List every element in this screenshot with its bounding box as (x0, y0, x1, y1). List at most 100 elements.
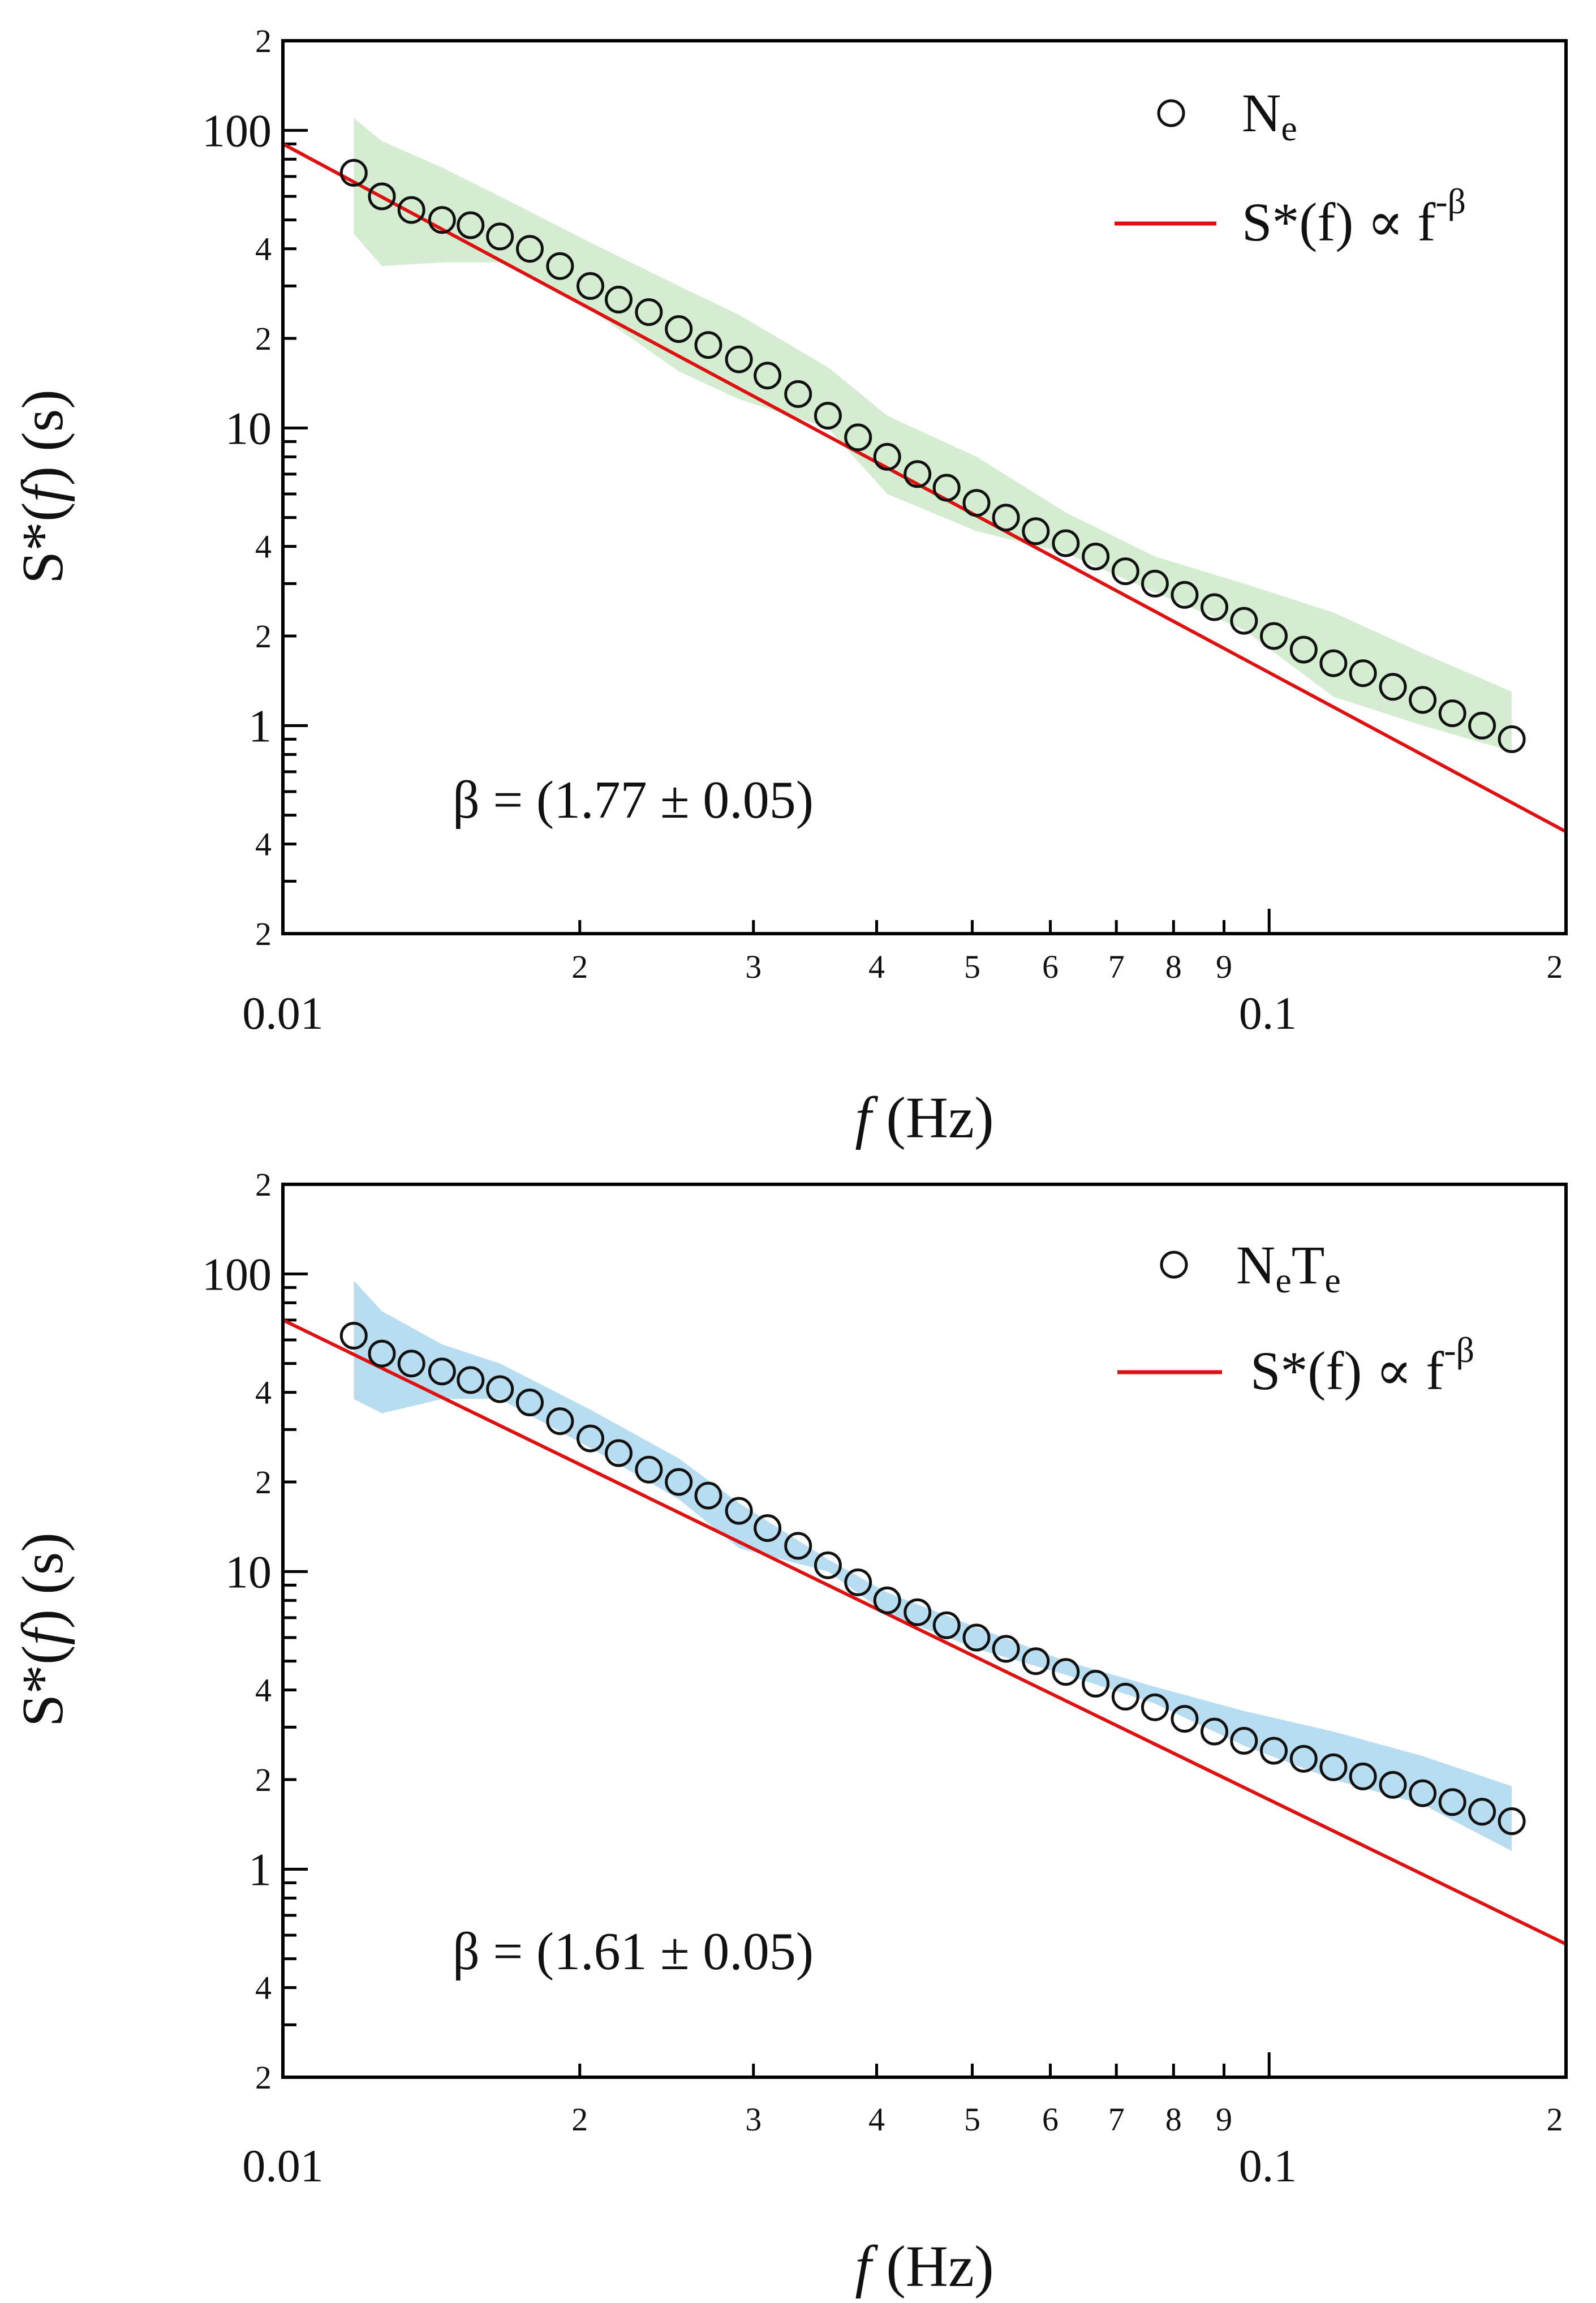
fit-line (282, 1318, 1567, 1946)
plot-frame (281, 1183, 1568, 2079)
data-point (694, 1481, 722, 1510)
data-point (1379, 1771, 1407, 1799)
data-point (516, 1389, 544, 1416)
x-axis-title: f (Hz) (855, 2234, 993, 2299)
data-point (1111, 1682, 1139, 1711)
data-point (486, 1375, 514, 1403)
data-point (1260, 1737, 1288, 1765)
data-point (844, 423, 872, 452)
data-point (457, 211, 485, 239)
x-minor-label: 3 (745, 2101, 762, 2138)
data-point (932, 1611, 961, 1639)
data-point (1498, 725, 1526, 753)
x-minor-label: 7 (1108, 948, 1125, 985)
y-minor-label: 4 (255, 1672, 272, 1709)
data-point (962, 489, 991, 517)
data-point (1171, 1705, 1199, 1733)
x-minor-label: 3 (745, 948, 762, 985)
data-point (694, 331, 722, 359)
x-minor-label: 7 (1108, 2101, 1125, 2138)
data-point (1498, 1807, 1526, 1835)
x-minor-label: 4 (868, 2101, 885, 2138)
data-point (754, 1514, 782, 1542)
x-minor-label: 9 (1216, 2101, 1232, 2138)
data-point (1319, 1753, 1348, 1781)
legend-marker (1160, 1251, 1188, 1279)
data-point (605, 1439, 633, 1467)
data-point (1082, 1670, 1110, 1698)
data-point (873, 442, 901, 471)
x-minor-label: 8 (1165, 948, 1182, 985)
axis-ticks (281, 1183, 1568, 2079)
data-point (754, 362, 782, 390)
x-axis-title: f (Hz) (855, 1085, 993, 1150)
beta-annotation: β = (1.77 ± 0.05) (453, 771, 814, 830)
data-point (932, 474, 961, 502)
x-tick-label-0.01: 0.01 (242, 987, 324, 1039)
data-point (904, 460, 932, 488)
data-point (1052, 1658, 1080, 1686)
legend-label-data: NeTe (1236, 1235, 1341, 1300)
data-point (635, 298, 663, 326)
data-point (1289, 1745, 1318, 1773)
y-axis-title: S*(f) (s) (10, 1532, 75, 1727)
data-point (844, 1568, 872, 1596)
data-point (1468, 1798, 1496, 1826)
y-axis-title: S*(f) (s) (10, 389, 75, 584)
x-minor-label: 4 (868, 948, 885, 985)
confidence-band (354, 1281, 1512, 1851)
data-point (368, 1339, 396, 1368)
data-point (1349, 659, 1377, 688)
x-minor-label: 6 (1042, 948, 1059, 985)
data-point (1022, 1647, 1050, 1675)
fit-line (282, 142, 1567, 833)
x-minor-label: 8 (1165, 2101, 1182, 2138)
data-point (339, 1322, 368, 1350)
data-point (546, 1407, 574, 1436)
data-point (1409, 1779, 1437, 1807)
data-point (1230, 1726, 1258, 1755)
y-minor-label: 2 (255, 23, 272, 59)
data-point (1349, 1762, 1377, 1790)
data-point (457, 1366, 485, 1394)
data-point (1379, 673, 1407, 701)
data-point (577, 272, 604, 300)
y-minor-label: 2 (255, 1761, 272, 1798)
plot-frame (281, 39, 1568, 935)
legend-label-data: Ne (1242, 83, 1297, 148)
y-major-label: 10 (225, 1546, 272, 1597)
y-major-label: 100 (202, 1248, 272, 1300)
y-major-label: 1 (248, 1844, 272, 1895)
y-major-label: 100 (202, 105, 272, 156)
data-point (635, 1455, 663, 1484)
data-point (784, 1532, 812, 1560)
data-point (1171, 581, 1199, 609)
confidence-band (354, 118, 1512, 751)
legend: NeTe S*(f) ∝ f-β (1117, 1235, 1474, 1401)
beta-annotation: β = (1.61 ± 0.05) (453, 1922, 814, 1981)
legend-label-fit: S*(f) ∝ f-β (1250, 1330, 1474, 1401)
data-point (1438, 699, 1466, 728)
data-point (725, 1497, 753, 1525)
data-point (1141, 1693, 1169, 1721)
y-major-label: 1 (248, 700, 272, 751)
data-point (428, 1357, 456, 1386)
data-point (546, 252, 574, 280)
data-point (339, 158, 368, 187)
y-minor-label: 4 (255, 1374, 272, 1411)
y-minor-label: 2 (255, 1166, 272, 1203)
data-point (904, 1598, 932, 1626)
y-minor-label: 2 (255, 320, 272, 357)
data-markers (339, 158, 1526, 753)
data-point (1230, 607, 1258, 635)
data-point (397, 196, 425, 224)
legend: Ne S*(f) ∝ f-β (1115, 83, 1466, 252)
x-minor-label: 5 (964, 2101, 980, 2138)
data-point (1022, 517, 1050, 545)
data-point (784, 380, 812, 408)
data-point (992, 504, 1020, 532)
y-minor-label: 2 (255, 2059, 272, 2096)
